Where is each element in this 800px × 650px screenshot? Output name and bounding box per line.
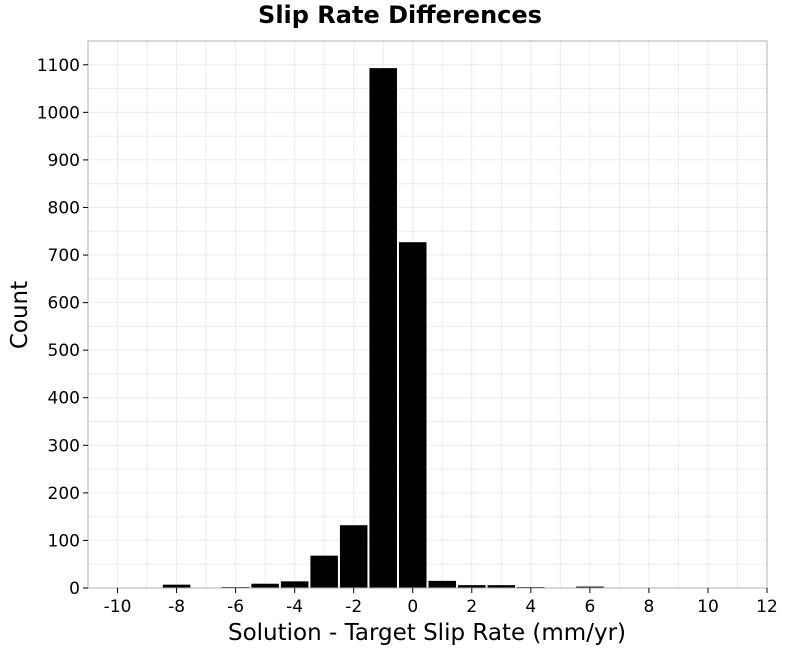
x-tick-label: 8 [643, 597, 654, 617]
histogram-bar [280, 581, 309, 588]
y-tick-label: 900 [48, 151, 80, 171]
x-tick-label: 12 [756, 597, 778, 617]
y-tick-label: 100 [48, 531, 80, 551]
y-tick-label: 500 [48, 341, 80, 361]
histogram-bar [576, 586, 604, 588]
plot-frame [87, 40, 768, 589]
y-tick-labels: 0 100 200 300 400 500 600 700 800 900 1000 1100 [37, 56, 88, 599]
x-tick-label: -10 [104, 597, 132, 617]
x-tick-label: 4 [525, 597, 536, 617]
histogram-bar [458, 585, 486, 588]
chart-title: Slip Rate Differences [258, 1, 542, 29]
plot-background [88, 41, 767, 588]
y-tick-label: 200 [48, 484, 80, 504]
y-tick-label: 600 [48, 294, 80, 314]
x-tick-labels: -10 -8 -6 -4 -2 0 2 4 6 8 10 12 [104, 588, 778, 617]
y-tick-label: 800 [48, 198, 80, 218]
x-tick-label: -4 [286, 597, 303, 617]
histogram-bar [398, 242, 427, 588]
y-tick-label: 0 [69, 579, 80, 599]
histogram-bar [162, 584, 191, 588]
histogram-bar [428, 580, 457, 588]
histogram-bar [369, 68, 397, 588]
histogram-bar [251, 583, 279, 588]
y-tick-label: 300 [48, 436, 80, 456]
x-tick-label: 0 [407, 597, 418, 617]
y-tick-label: 400 [48, 389, 80, 409]
x-axis-label: Solution - Target Slip Rate (mm/yr) [228, 620, 626, 646]
x-tick-label: -2 [345, 597, 362, 617]
histogram-bar [487, 585, 516, 588]
y-tick-label: 700 [48, 246, 80, 266]
bars [133, 68, 604, 588]
x-tick-label: 2 [466, 597, 477, 617]
x-tick-label: 6 [584, 597, 595, 617]
x-tick-label: 10 [697, 597, 719, 617]
y-axis-label: Count [7, 281, 33, 349]
y-tick-label: 1100 [37, 56, 80, 76]
histogram-bar [339, 525, 368, 588]
y-tick-label: 1000 [37, 103, 80, 123]
histogram-bar [310, 555, 338, 588]
x-tick-label: -6 [227, 597, 244, 617]
x-tick-label: -8 [168, 597, 185, 617]
